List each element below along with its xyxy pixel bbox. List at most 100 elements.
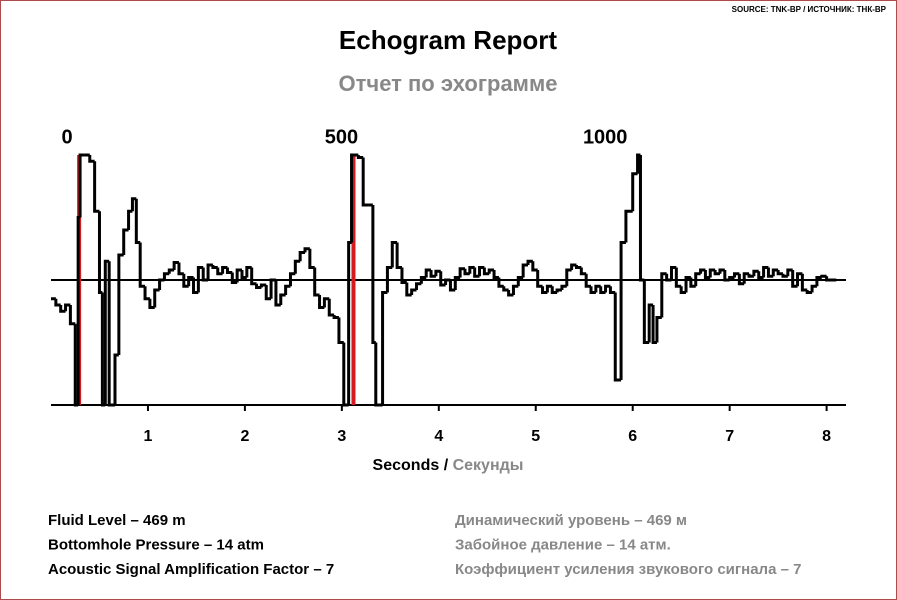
signal-step: [699, 268, 706, 274]
signal-step: [439, 271, 446, 287]
signal-step: [453, 276, 461, 290]
signal-step: [235, 268, 242, 283]
signal-step: [322, 297, 330, 308]
signal-step: [613, 292, 622, 382]
signal-step: [385, 266, 393, 293]
signal-step: [245, 266, 252, 278]
signal-step: [318, 295, 325, 309]
signal-step: [182, 273, 189, 288]
signal-step: [415, 282, 422, 290]
signal-step: [550, 286, 558, 294]
signal-step: [162, 272, 170, 280]
signal-step: [791, 270, 798, 288]
signal-step: [674, 267, 682, 288]
signal-step: [216, 267, 223, 276]
signal-step: [531, 261, 538, 272]
signal-step: [230, 272, 238, 284]
signal-step: [589, 286, 596, 294]
signal-step: [201, 267, 209, 282]
signal-step: [742, 272, 750, 284]
x-tick-label: 2: [240, 428, 249, 445]
signal-step: [400, 267, 407, 284]
signal-step: [679, 286, 687, 294]
signal-step: [374, 342, 383, 407]
signal-step: [545, 284, 553, 293]
signal-step: [560, 284, 567, 290]
signal-step: [771, 268, 779, 277]
footer-ru: Коэффициент усиления звукового сигнала –…: [455, 561, 801, 578]
footer-en: Acoustic Signal Amplification Factor – 7: [48, 561, 334, 578]
signal-step: [93, 161, 100, 213]
signal-step: [516, 276, 524, 287]
signal-step: [192, 277, 199, 294]
signal-step: [419, 276, 427, 284]
signal-step: [424, 268, 432, 278]
signal-step: [395, 242, 402, 269]
signal-step: [482, 267, 490, 276]
signal-step: [458, 267, 465, 278]
signal-step: [410, 288, 417, 295]
signal-step: [356, 155, 364, 159]
signal-step: [708, 268, 716, 278]
x-label-en: Seconds: [373, 457, 440, 474]
depth-label: 500: [325, 126, 358, 148]
signal-step: [599, 286, 606, 294]
signal-step: [138, 242, 146, 288]
signal-step: [167, 268, 175, 274]
signal-step: [689, 277, 696, 288]
signal-step: [473, 267, 480, 278]
signal-step: [463, 268, 470, 276]
signal-step: [665, 273, 672, 282]
signal-step: [172, 261, 179, 270]
signal-step: [390, 241, 398, 268]
signal-step: [153, 288, 160, 308]
signal-step: [78, 153, 85, 218]
footer-ru: Динамический уровень – 469 м: [455, 512, 687, 529]
signal-step: [337, 317, 344, 344]
signal-step: [122, 228, 129, 255]
signal-step: [642, 280, 650, 344]
signal-step: [381, 291, 388, 405]
signal-step: [669, 266, 677, 280]
signal-step: [64, 303, 71, 312]
signal-step: [88, 155, 95, 163]
x-tick-label: 5: [531, 428, 540, 445]
signal-step: [660, 272, 667, 318]
signal-step: [206, 263, 213, 280]
signal-step: [733, 272, 740, 278]
signal-step: [565, 268, 572, 287]
depth-label: 0: [62, 126, 73, 148]
signal-step: [555, 288, 562, 293]
signal-step: [117, 253, 124, 355]
signal-step: [655, 316, 662, 343]
signal-step: [429, 270, 436, 278]
signal-step: [250, 267, 257, 286]
signal-step: [624, 209, 633, 243]
footer-ru: Забойное давление – 14 атм.: [455, 536, 671, 553]
signal-step: [805, 290, 813, 294]
signal-step: [786, 268, 793, 277]
signal-step: [619, 241, 626, 380]
signal-step: [594, 284, 601, 293]
signal-step: [187, 276, 194, 287]
signal-step: [570, 263, 577, 270]
signal-step: [718, 268, 725, 274]
signal-step: [737, 273, 745, 286]
signal-step: [511, 284, 519, 295]
signal-step: [694, 272, 701, 287]
signal-step: [728, 276, 735, 280]
x-label-sep: /: [444, 457, 449, 474]
signal-step: [810, 284, 817, 293]
signal-step: [308, 248, 315, 269]
signal-step: [332, 315, 339, 319]
signal-step: [776, 270, 783, 276]
x-label-ru: Секунды: [453, 457, 524, 474]
signal-step: [526, 259, 533, 265]
signal-step: [574, 265, 582, 269]
signal-step: [68, 305, 76, 326]
signal-step: [468, 266, 475, 274]
signal-step: [59, 305, 66, 313]
footer-en: Bottomhole Pressure – 14 atm: [48, 536, 264, 553]
signal-step: [327, 298, 335, 317]
